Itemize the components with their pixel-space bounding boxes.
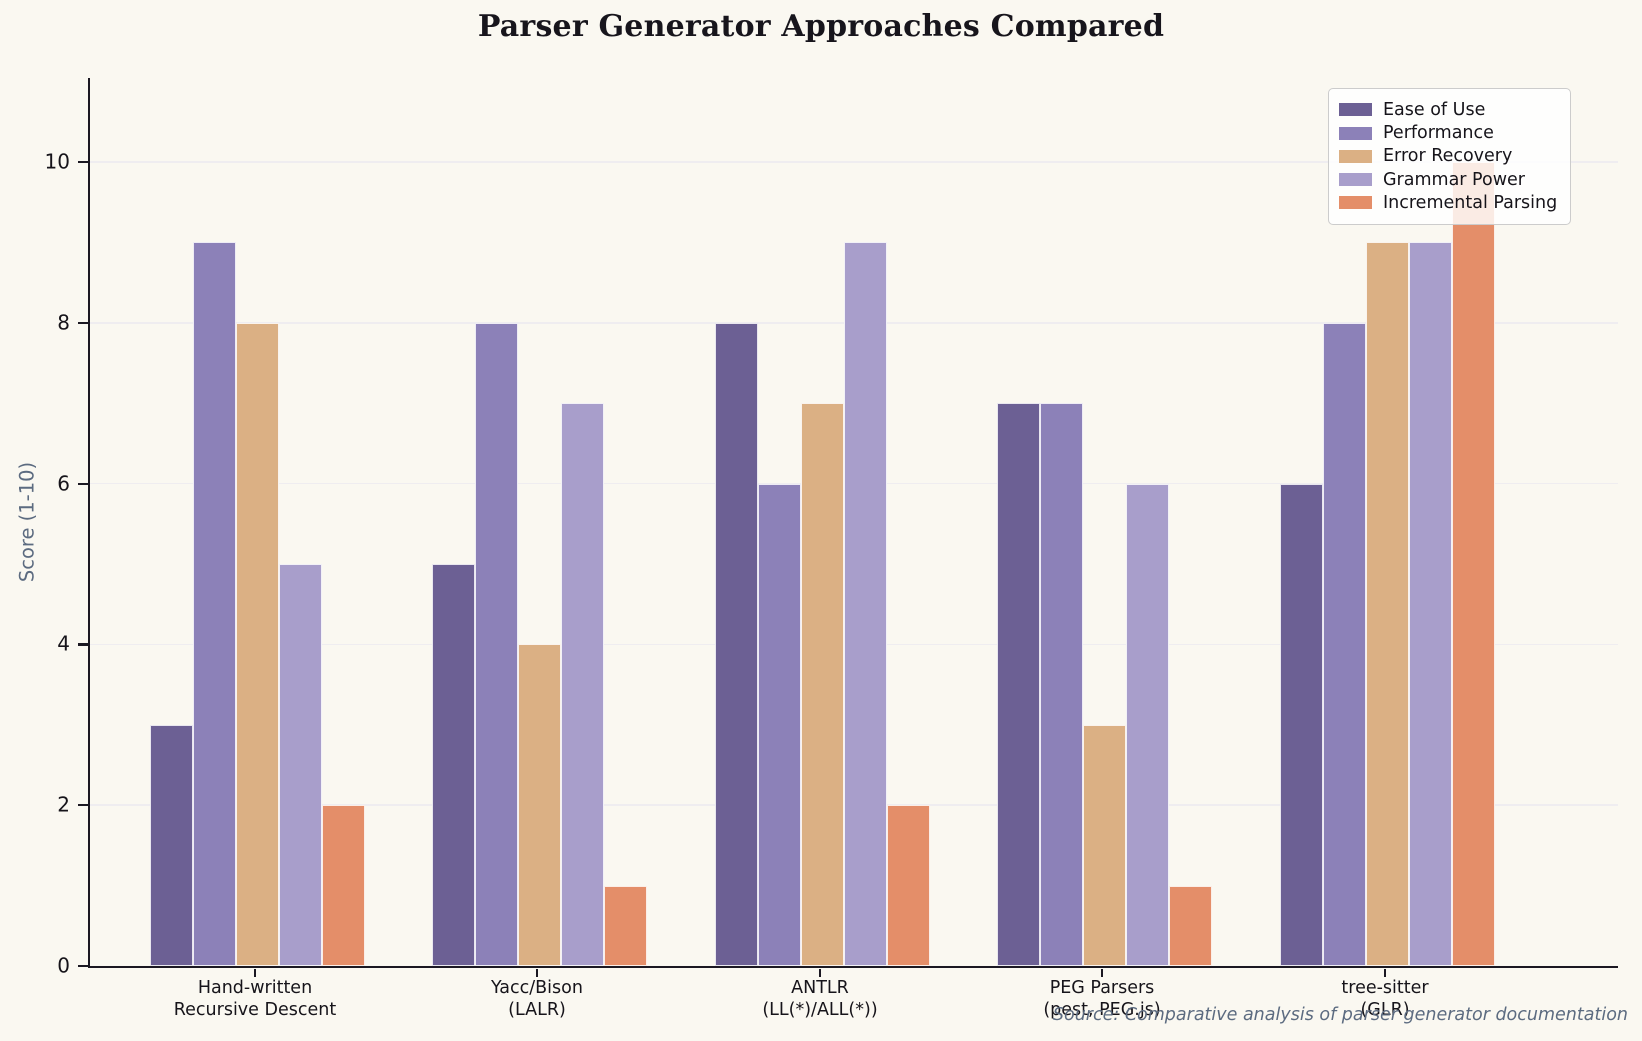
bar-incremental-parsing — [321, 805, 365, 966]
source-note: Source: Comparative analysis of parser g… — [1052, 1005, 1628, 1025]
legend-label: Ease of Use — [1383, 99, 1486, 120]
y-tick-mark — [78, 321, 88, 324]
legend-label: Grammar Power — [1383, 169, 1525, 190]
legend: Ease of Use Performance Error Recovery Gram… — [1328, 88, 1572, 225]
bar-ease-of-use — [1279, 483, 1323, 966]
bar-error-recovery — [1365, 242, 1409, 966]
x-tick-mark — [818, 968, 822, 977]
bar-error-recovery — [517, 644, 561, 966]
x-tick-label: Yacc/Bison (LALR) — [387, 977, 687, 1021]
bar-performance — [474, 322, 518, 966]
bar-performance — [1322, 322, 1366, 966]
x-tick-label-line1: tree-sitter — [1341, 978, 1429, 998]
bar-incremental-parsing — [1451, 162, 1495, 966]
bar-incremental-parsing — [1168, 885, 1212, 966]
bar-ease-of-use — [431, 564, 475, 966]
legend-item: Performance — [1339, 123, 1557, 144]
legend-item: Grammar Power — [1339, 169, 1557, 190]
x-tick-label-line2: (LALR) — [508, 1000, 566, 1020]
legend-swatch — [1339, 149, 1372, 163]
legend-swatch — [1339, 196, 1372, 210]
y-tick-label: 10 — [44, 149, 70, 174]
x-tick-label-line2: Recursive Descent — [173, 1000, 337, 1020]
x-tick-label-line1: PEG Parsers — [1049, 978, 1155, 998]
bar-incremental-parsing — [886, 805, 930, 966]
bar-grammar-power — [843, 242, 887, 966]
bar-error-recovery — [235, 322, 279, 966]
x-tick-mark — [1100, 968, 1104, 977]
legend-item: Error Recovery — [1339, 146, 1557, 167]
x-tick-mark — [1383, 968, 1387, 977]
legend-swatch — [1339, 126, 1372, 140]
y-tick-label: 6 — [57, 471, 70, 496]
y-tick-mark — [78, 643, 88, 646]
x-tick-label: PEG Parsers (pest, PEG.js) — [952, 977, 1252, 1021]
legend-item: Incremental Parsing — [1339, 192, 1557, 213]
bar-ease-of-use — [149, 724, 193, 966]
x-tick-label-line1: ANTLR — [791, 978, 849, 998]
y-tick-mark — [78, 964, 88, 968]
x-tick-label: Hand-written Recursive Descent — [105, 977, 405, 1021]
legend-swatch — [1339, 103, 1372, 117]
x-tick-label-line2: (pest, PEG.js) — [1043, 1000, 1161, 1020]
bar-performance — [192, 242, 236, 966]
legend-label: Incremental Parsing — [1383, 192, 1558, 213]
y-tick-mark — [78, 804, 88, 807]
y-tick-label: 8 — [57, 310, 70, 335]
x-tick-mark — [535, 968, 539, 977]
bar-grammar-power — [560, 403, 604, 966]
x-tick-label-line2: (GLR) — [1360, 1000, 1410, 1020]
legend-swatch — [1339, 173, 1372, 187]
bar-grammar-power — [1125, 483, 1169, 966]
bar-grammar-power — [278, 564, 322, 966]
y-tick-label: 2 — [57, 792, 70, 817]
x-tick-label: tree-sitter (GLR) — [1235, 977, 1535, 1021]
bar-grammar-power — [1408, 242, 1452, 966]
plot-area — [88, 78, 1618, 968]
legend-item: Ease of Use — [1339, 99, 1557, 120]
x-tick-label-line1: Yacc/Bison — [491, 978, 583, 998]
y-tick-mark — [78, 160, 88, 164]
legend-label: Error Recovery — [1383, 146, 1513, 167]
x-tick-mark — [253, 968, 257, 977]
y-tick-mark — [78, 482, 88, 485]
gridline — [90, 161, 1618, 163]
bar-error-recovery — [800, 403, 844, 966]
y-tick-label: 0 — [57, 953, 70, 978]
chart-title: Parser Generator Approaches Compared — [477, 9, 1165, 44]
bar-ease-of-use — [996, 403, 1040, 966]
x-tick-label: ANTLR (LL(*)/ALL(*)) — [670, 977, 970, 1021]
bar-performance — [1039, 403, 1083, 966]
y-tick-label: 4 — [57, 631, 70, 656]
bar-ease-of-use — [714, 322, 758, 966]
bar-incremental-parsing — [603, 885, 647, 966]
legend-label: Performance — [1383, 123, 1494, 144]
bar-error-recovery — [1082, 724, 1126, 966]
bar-performance — [757, 483, 801, 966]
x-tick-label-line1: Hand-written — [197, 978, 313, 998]
x-tick-label-line2: (LL(*)/ALL(*)) — [762, 1000, 878, 1020]
